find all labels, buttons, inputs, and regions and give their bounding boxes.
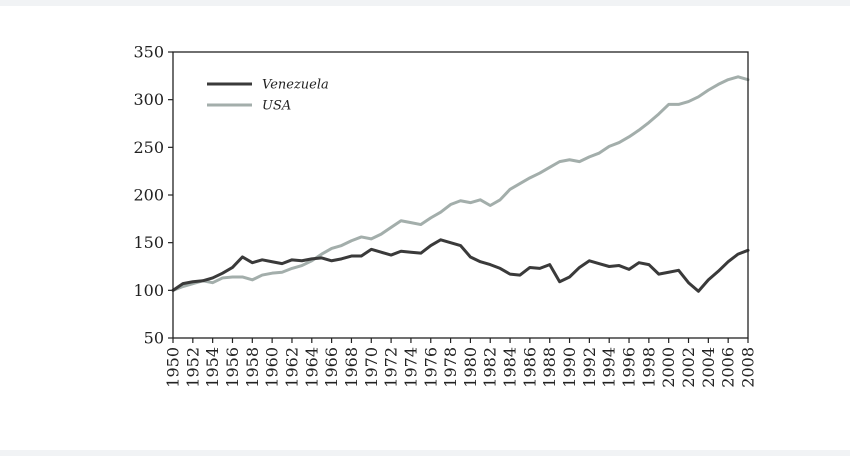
legend-label-venezuela: Venezuela bbox=[262, 78, 329, 93]
x-tick-label: 1982 bbox=[481, 347, 500, 388]
series-line-venezuela bbox=[171, 238, 750, 293]
x-tick-label: 1980 bbox=[461, 347, 480, 388]
x-tick-label: 1960 bbox=[263, 347, 282, 388]
x-tick-label: 1954 bbox=[203, 347, 222, 388]
plot-frame bbox=[172, 51, 749, 339]
x-tick-label: 1966 bbox=[322, 347, 341, 388]
x-tick-label: 1952 bbox=[183, 347, 202, 388]
series-line-usa bbox=[171, 75, 750, 292]
x-tick-label: 2004 bbox=[699, 347, 718, 388]
x-axis: 1950 1952 1954 1956 1958 1960 1962 1964 1966 1968… bbox=[164, 338, 758, 388]
x-tick-label: 1992 bbox=[580, 347, 599, 388]
x-tick-label: 1984 bbox=[501, 347, 520, 388]
x-tick-label: 1970 bbox=[362, 347, 381, 388]
figure-card: 50 100 150 200 250 300 350 1950 1952 1954 1956 195… bbox=[0, 6, 850, 450]
x-tick-label: 1990 bbox=[560, 347, 579, 388]
y-tick-label: 350 bbox=[133, 43, 164, 62]
x-tick-label: 1996 bbox=[620, 347, 639, 388]
x-tick-label: 1968 bbox=[342, 347, 361, 388]
x-tick-label: 1978 bbox=[441, 347, 460, 388]
y-tick-label: 200 bbox=[133, 186, 164, 205]
x-tick-label: 1994 bbox=[600, 347, 619, 388]
series-layer bbox=[171, 75, 750, 293]
legend-label-usa: USA bbox=[262, 99, 291, 114]
x-tick-label: 2006 bbox=[719, 347, 738, 388]
y-axis: 50 100 150 200 250 300 350 bbox=[133, 43, 173, 348]
x-tick-label: 1956 bbox=[223, 347, 242, 388]
x-tick-label: 2000 bbox=[659, 347, 678, 388]
x-tick-label: 1998 bbox=[639, 347, 658, 388]
x-tick-label: 2008 bbox=[739, 347, 758, 388]
x-tick-label: 1988 bbox=[540, 347, 559, 388]
y-tick-label: 100 bbox=[133, 281, 164, 300]
x-tick-label: 2002 bbox=[679, 347, 698, 388]
x-tick-label: 1958 bbox=[243, 347, 262, 388]
legend: Venezuela USA bbox=[207, 78, 329, 114]
x-tick-label: 1962 bbox=[282, 347, 301, 388]
x-tick-label: 1964 bbox=[302, 347, 321, 388]
y-tick-label: 150 bbox=[133, 233, 164, 252]
x-tick-label: 1950 bbox=[164, 347, 183, 388]
x-tick-label: 1976 bbox=[421, 347, 440, 388]
x-tick-label: 1972 bbox=[382, 347, 401, 388]
x-tick-label: 1974 bbox=[401, 347, 420, 388]
y-tick-label: 250 bbox=[133, 138, 164, 157]
x-tick-label: 1986 bbox=[520, 347, 539, 388]
y-tick-label: 300 bbox=[133, 90, 164, 109]
y-tick-label: 50 bbox=[144, 329, 164, 348]
